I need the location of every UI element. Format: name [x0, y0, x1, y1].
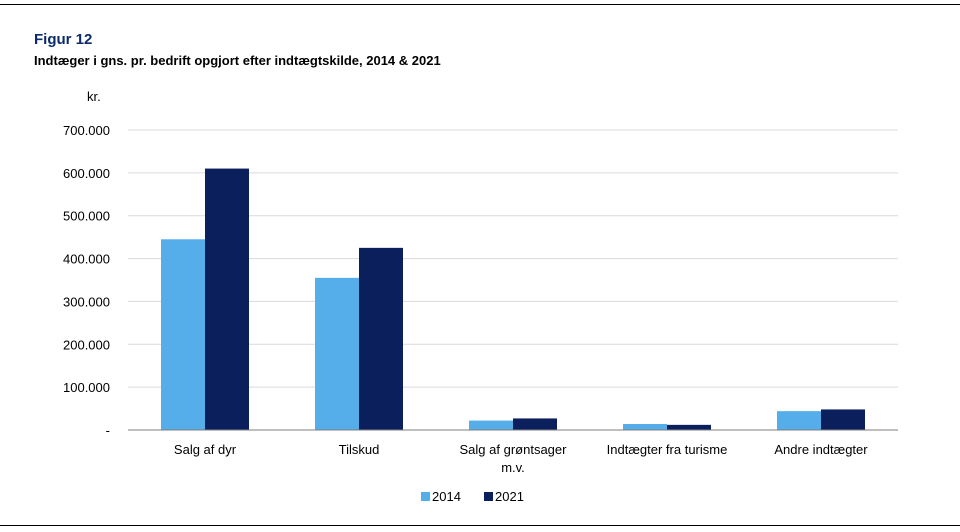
- bar-2014-4: [777, 411, 821, 430]
- bar-2021-1: [359, 247, 403, 430]
- y-axis: kr. - 100.000 200.000 300.000 400.000 500.000 6…: [63, 89, 110, 438]
- chart-title: Indtæger i gns. pr. bedrift opgjort efte…: [34, 53, 441, 68]
- y-tick-label: 200.000: [63, 337, 110, 352]
- y-axis-unit-label: kr.: [87, 89, 101, 104]
- x-tick-label: Andre indtægter: [774, 442, 868, 457]
- x-tick-label: Salg af grøntsager: [460, 442, 568, 457]
- y-tick-label: 300.000: [63, 294, 110, 309]
- legend: 2014 2021: [421, 489, 524, 504]
- bar-2021-2: [513, 418, 557, 430]
- bar-2021-0: [205, 168, 249, 431]
- legend-swatch-2021: [484, 492, 493, 501]
- x-tick-label: Salg af dyr: [174, 442, 237, 457]
- legend-label-2021: 2021: [495, 489, 524, 504]
- frame-bottom-rule: [0, 525, 960, 526]
- legend-label-2014: 2014: [432, 489, 461, 504]
- x-tick-label: m.v.: [501, 460, 525, 475]
- bar-2021-4: [821, 409, 865, 430]
- bar-2014-0: [161, 239, 205, 430]
- bar-2021-3: [667, 424, 711, 430]
- x-axis: Salg af dyr Tilskud Salg af grøntsager m.v.…: [128, 429, 898, 475]
- x-tick-label: Indtægter fra turisme: [607, 442, 728, 457]
- y-tick-label: 400.000: [63, 252, 110, 267]
- bars: [161, 168, 865, 431]
- y-tick-label: 600.000: [63, 166, 110, 181]
- y-tick-label: 500.000: [63, 209, 110, 224]
- gridlines: [128, 129, 898, 388]
- bar-2014-2: [469, 420, 513, 430]
- y-tick-label: 700.000: [63, 123, 110, 138]
- bar-2014-1: [315, 277, 359, 430]
- legend-swatch-2014: [421, 492, 430, 501]
- y-tick-label: -: [106, 423, 110, 438]
- y-tick-label: 100.000: [63, 380, 110, 395]
- x-tick-label: Tilskud: [339, 442, 380, 457]
- bar-2014-3: [623, 424, 667, 430]
- figure-label: Figur 12: [34, 31, 93, 48]
- frame-top-rule: [0, 4, 960, 5]
